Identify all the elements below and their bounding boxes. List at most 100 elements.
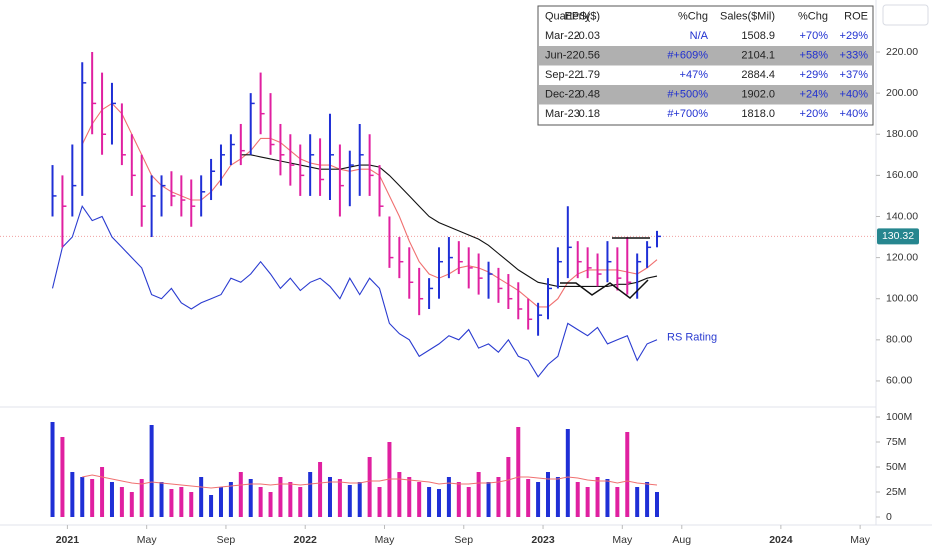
volume-bar: [466, 487, 471, 517]
table-cell: 0.18: [579, 108, 600, 120]
volume-bar: [109, 482, 114, 517]
table-cell: #+609%: [667, 50, 708, 62]
y-tick-label: 180.00: [886, 128, 918, 140]
volume-bar: [645, 482, 650, 517]
table-cell: #+500%: [667, 89, 708, 101]
table-cell: 1508.9: [741, 30, 775, 42]
y-tick-label: 220.00: [886, 46, 918, 58]
volume-bar: [486, 482, 491, 517]
volume-bar: [149, 425, 154, 517]
last-price-tag: [877, 228, 919, 245]
volume-bar: [625, 432, 630, 517]
volume-bar: [228, 482, 233, 517]
volume-bar: [635, 487, 640, 517]
volume-bar: [397, 472, 402, 517]
volume-bar: [129, 492, 134, 517]
volume-bar: [70, 472, 75, 517]
x-tick-label: May: [850, 534, 871, 546]
table-cell: #+700%: [667, 108, 708, 120]
volume-average-line: [82, 474, 658, 489]
pattern-lines: [560, 237, 650, 299]
table-cell: 1902.0: [741, 89, 775, 101]
volume-bar: [506, 457, 511, 517]
volume-bar: [595, 477, 600, 517]
volume-bar: [119, 487, 124, 517]
rs-label: RS Rating: [667, 332, 717, 344]
table-cell: 1.79: [579, 69, 600, 81]
volume-bar: [159, 482, 164, 517]
volume-bar: [526, 479, 531, 517]
table-cell: 0.56: [579, 50, 600, 62]
table-cell: +40%: [840, 89, 869, 101]
volume-bar: [446, 477, 451, 517]
table-header: ROE: [844, 11, 868, 23]
x-tick-label: May: [137, 534, 158, 546]
table-cell: +58%: [800, 50, 829, 62]
table-header: Sales($Mil): [720, 11, 775, 23]
table-row-band: [539, 46, 872, 66]
volume-bar: [90, 479, 95, 517]
volume-bar: [199, 477, 204, 517]
y2-tick-label: 25M: [886, 486, 906, 498]
y-tick-label: 100.00: [886, 292, 918, 304]
table-cell: +24%: [800, 89, 829, 101]
volume-bar: [427, 487, 432, 517]
table-header: Quarterly: [545, 11, 591, 23]
volume-bar: [248, 479, 253, 517]
x-tick-label: 2021: [56, 534, 80, 546]
table-cell: Sep-22: [545, 69, 580, 81]
volume-bar: [615, 487, 620, 517]
volume-bar: [357, 482, 362, 517]
volume-bar: [585, 487, 590, 517]
table-cell: +37%: [840, 69, 869, 81]
volume-bar: [100, 467, 105, 517]
y-tick-label: 120.00: [886, 251, 918, 263]
x-tick-label: Aug: [672, 534, 691, 546]
volume-bar: [60, 437, 65, 517]
volume-bar: [496, 477, 501, 517]
search-box[interactable]: [882, 4, 929, 26]
table-cell: Mar-23: [545, 108, 580, 120]
table-cell: +29%: [800, 69, 829, 81]
table-cell: Jun-22: [545, 50, 579, 62]
volume-bar: [337, 479, 342, 517]
x-tick-label: 2024: [769, 534, 793, 546]
volume-bar: [308, 472, 313, 517]
volume-bar: [179, 487, 184, 517]
table-cell: +70%: [800, 30, 829, 42]
table-cell: 2104.1: [741, 50, 775, 62]
volume-bar: [50, 422, 55, 517]
volume-bar: [575, 482, 580, 517]
table-header: EPS($): [565, 11, 600, 23]
y-tick-label: 140.00: [886, 210, 918, 222]
y-tick-label: 60.00: [886, 375, 912, 387]
x-tick-label: Sep: [217, 534, 236, 546]
volume-bar: [367, 457, 372, 517]
volume-bar: [436, 489, 441, 517]
volume-bar: [536, 482, 541, 517]
table-cell: -0.03: [575, 30, 600, 42]
volume-bar: [605, 479, 610, 517]
volume-bar: [377, 487, 382, 517]
table-cell: Dec-22: [545, 89, 580, 101]
table-cell: +20%: [800, 108, 829, 120]
volume-bar: [80, 477, 85, 517]
volume-bar: [417, 482, 422, 517]
volume-bar: [139, 479, 144, 517]
y2-tick-label: 100M: [886, 411, 912, 423]
x-tick-label: 2022: [294, 534, 318, 546]
volume-bar: [169, 489, 174, 517]
volume-bar: [218, 487, 223, 517]
table-cell: Mar-22: [545, 30, 580, 42]
y2-tick-label: 0: [886, 511, 892, 523]
rs-line: [51, 204, 658, 378]
y-tick-label: 200.00: [886, 87, 918, 99]
volume-bar: [565, 429, 570, 517]
table-row-band: [539, 85, 872, 105]
y2-tick-label: 75M: [886, 436, 906, 448]
volume-bar: [545, 472, 550, 517]
volume-bar: [555, 477, 560, 517]
table-cell: 1818.0: [741, 108, 775, 120]
volume-bar: [655, 492, 659, 517]
volume-bar: [407, 477, 412, 517]
